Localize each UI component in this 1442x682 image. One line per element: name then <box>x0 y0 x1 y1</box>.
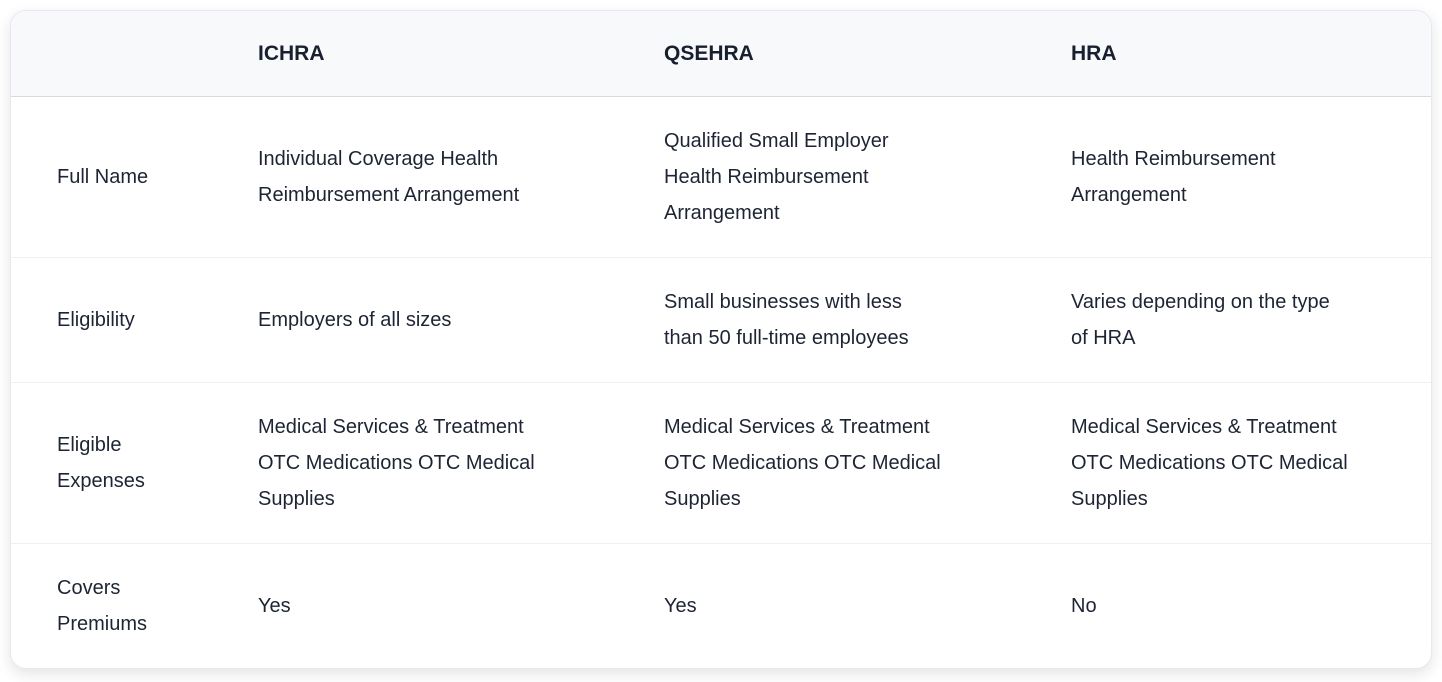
header-row: ICHRA QSEHRA HRA <box>11 11 1431 97</box>
row-label-eligible-expenses: Eligible Expenses <box>11 382 258 544</box>
row-label-covers-premiums: Covers Premiums <box>57 577 148 635</box>
cell-eligibility-ichra: Employers of all sizes <box>258 257 664 383</box>
cell-covers-premiums-qsehra: Yes <box>664 595 697 617</box>
cell-full-name-ichra: Individual Coverage Health Reimbursement… <box>258 96 664 258</box>
cell-eligible-expenses-hra: Medical Services & Treatment OTC Medicat… <box>1071 382 1431 544</box>
header-cell-empty <box>11 11 258 97</box>
cell-full-name-qsehra: Qualified Small Employer Health Reimburs… <box>664 96 1071 258</box>
cell-covers-premiums-hra: No <box>1071 595 1097 617</box>
row-label-full-name: Full Name <box>11 96 258 258</box>
cell-covers-premiums-ichra: Yes <box>258 595 291 617</box>
cell-eligibility-qsehra: Small businesses with less than 50 full-… <box>664 257 1071 383</box>
column-header-ichra: ICHRA <box>258 11 664 97</box>
column-header-qsehra: QSEHRA <box>664 11 1071 97</box>
comparison-card: ICHRA QSEHRA HRA Full Name Individual Co… <box>10 10 1432 669</box>
hra-comparison-table: ICHRA QSEHRA HRA Full Name Individual Co… <box>11 11 1431 668</box>
table-row-covers-premiums: Covers Premiums Yes Yes No <box>11 544 1431 669</box>
table-row-eligibility: Eligibility Employers of all sizes Small… <box>11 257 1431 383</box>
cell-eligibility-hra: Varies depending on the type of HRA <box>1071 257 1431 383</box>
column-header-hra: HRA <box>1071 11 1431 97</box>
cell-eligible-expenses-qsehra: Medical Services & Treatment OTC Medicat… <box>664 382 1071 544</box>
cell-eligible-expenses-ichra: Medical Services & Treatment OTC Medicat… <box>258 382 664 544</box>
table-row-full-name: Full Name Individual Coverage Health Rei… <box>11 96 1431 258</box>
cell-full-name-hra: Health Reimbursement Arrangement <box>1071 96 1431 258</box>
table-row-eligible-expenses: Eligible Expenses Medical Services & Tre… <box>11 382 1431 544</box>
row-label-eligibility: Eligibility <box>11 257 258 383</box>
